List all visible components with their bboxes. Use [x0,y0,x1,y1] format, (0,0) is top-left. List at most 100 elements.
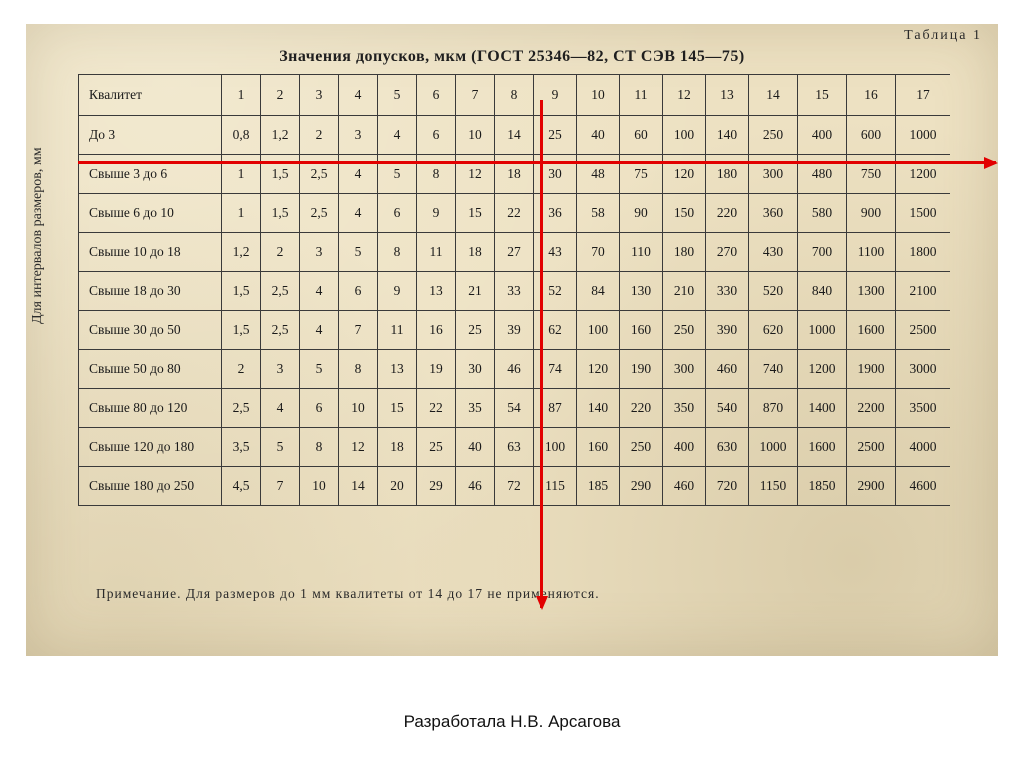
cell: 870 [749,389,798,428]
cell: 4 [378,116,417,155]
cell: 2 [222,350,261,389]
cell: 12 [339,428,378,467]
cell: 2200 [847,389,896,428]
cell: 27 [495,233,534,272]
cell: 9 [378,272,417,311]
cell: 250 [749,116,798,155]
cell: 185 [577,467,620,506]
cell: 3500 [896,389,951,428]
cell: 1400 [798,389,847,428]
cell: 160 [577,428,620,467]
cell: 4 [300,272,339,311]
cell: 460 [706,350,749,389]
cell: 13 [417,272,456,311]
cell: 2,5 [261,311,300,350]
cell: 14 [339,467,378,506]
cell: 140 [706,116,749,155]
table-row: Свыше 180 до 2504,5710142029467211518529… [79,467,951,506]
cell: 1,5 [222,311,261,350]
cell: 250 [663,311,706,350]
cell: 1900 [847,350,896,389]
cell: 33 [495,272,534,311]
cell: 600 [847,116,896,155]
column-header: 4 [339,75,378,116]
cell: 1000 [798,311,847,350]
cell: 130 [620,272,663,311]
cell: 4000 [896,428,951,467]
row-label: До 3 [79,116,222,155]
highlight-arrow-vertical [540,100,543,608]
cell: 7 [339,311,378,350]
cell: 10 [300,467,339,506]
column-header: 15 [798,75,847,116]
cell: 4,5 [222,467,261,506]
table-row: До 30,81,2234610142540601001402504006001… [79,116,951,155]
cell: 400 [798,116,847,155]
cell: 1600 [847,311,896,350]
cell: 4600 [896,467,951,506]
cell: 900 [847,194,896,233]
cell: 13 [378,350,417,389]
cell: 4 [339,194,378,233]
footnote: Примечание. Для размеров до 1 мм квалите… [96,586,600,602]
cell: 15 [456,194,495,233]
cell: 840 [798,272,847,311]
cell: 46 [495,350,534,389]
cell: 1000 [749,428,798,467]
cell: 2,5 [261,272,300,311]
table-number: Таблица 1 [904,28,982,44]
cell: 220 [706,194,749,233]
cell: 21 [456,272,495,311]
cell: 2,5 [222,389,261,428]
cell: 700 [798,233,847,272]
column-header: 5 [378,75,417,116]
cell: 160 [620,311,663,350]
header-row: Квалитет 1234567891011121314151617 [79,75,951,116]
cell: 40 [456,428,495,467]
cell: 220 [620,389,663,428]
column-header: 1 [222,75,261,116]
cell: 2,5 [300,194,339,233]
cell: 150 [663,194,706,233]
cell: 6 [378,194,417,233]
cell: 100 [663,116,706,155]
cell: 720 [706,467,749,506]
cell: 400 [663,428,706,467]
table-row: Свыше 10 до 181,223581118274370110180270… [79,233,951,272]
cell: 63 [495,428,534,467]
page: Таблица 1 Значения допусков, мкм (ГОСТ 2… [0,0,1024,767]
cell: 270 [706,233,749,272]
cell: 140 [577,389,620,428]
cell: 350 [663,389,706,428]
cell: 2500 [896,311,951,350]
cell: 1,5 [261,194,300,233]
cell: 25 [456,311,495,350]
cell: 5 [261,428,300,467]
column-header: 12 [663,75,706,116]
row-label: Свыше 50 до 80 [79,350,222,389]
cell: 250 [620,428,663,467]
row-label: Свыше 18 до 30 [79,272,222,311]
cell: 18 [456,233,495,272]
cell: 210 [663,272,706,311]
cell: 18 [378,428,417,467]
column-header: 2 [261,75,300,116]
table-row: Свыше 30 до 501,52,547111625396210016025… [79,311,951,350]
cell: 580 [798,194,847,233]
cell: 1300 [847,272,896,311]
cell: 120 [577,350,620,389]
cell: 16 [417,311,456,350]
column-header: 6 [417,75,456,116]
cell: 290 [620,467,663,506]
table-row: Свыше 80 до 1202,54610152235548714022035… [79,389,951,428]
table-row: Свыше 120 до 1803,5581218254063100160250… [79,428,951,467]
highlight-arrow-horizontal [78,161,996,164]
column-header: 13 [706,75,749,116]
cell: 360 [749,194,798,233]
cell: 35 [456,389,495,428]
cell: 25 [417,428,456,467]
row-label: Свыше 30 до 50 [79,311,222,350]
cell: 620 [749,311,798,350]
cell: 1200 [798,350,847,389]
cell: 58 [577,194,620,233]
